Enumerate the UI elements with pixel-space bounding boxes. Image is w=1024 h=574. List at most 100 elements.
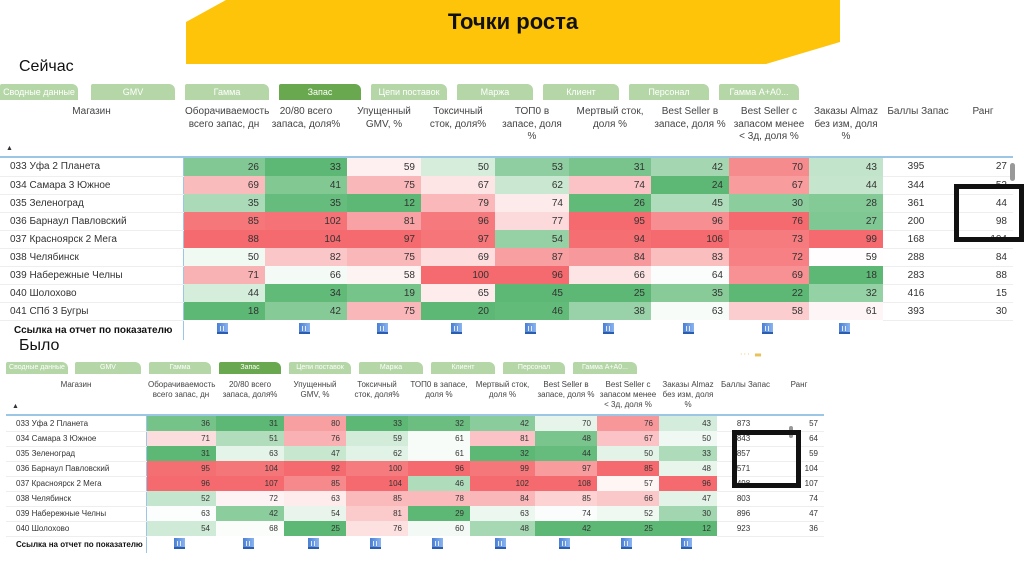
bar-chart-icon[interactable]: [242, 538, 254, 549]
table-row[interactable]: 039 Набережные Челны 71 66 58 100 96 66 64 69 18 2…: [0, 266, 1013, 285]
tab-8[interactable]: Гамма А+А0...: [719, 84, 799, 100]
tab-7[interactable]: Персонал: [629, 84, 709, 100]
table-row[interactable]: 039 Набережные Челны 63 42 54 81 29 63 74 52 30 89…: [6, 506, 824, 522]
sort-ascending-icon[interactable]: ▲: [6, 145, 13, 153]
tab-7[interactable]: Персонал: [503, 362, 565, 374]
bar-chart-icon[interactable]: [838, 323, 850, 334]
bar-chart-icon[interactable]: [558, 538, 570, 549]
more-options-icon[interactable]: ··· ▬: [740, 350, 763, 359]
metric-cell: 80: [284, 416, 346, 431]
bar-chart-icon[interactable]: [376, 323, 388, 334]
table-row[interactable]: 038 Челябинск 52 72 63 85 78 84 85 66 47 803 74: [6, 491, 824, 507]
metric-cell: 47: [284, 446, 346, 461]
column-header-6[interactable]: Мертвый сток, доля %: [475, 380, 530, 399]
metric-cell: 25: [569, 284, 651, 302]
column-header-0[interactable]: Магазин ▲: [6, 380, 146, 414]
table-row[interactable]: 041 СПб 3 Бугры 18 42 75 20 46 38 63 58 61 393 30: [0, 302, 1013, 321]
table-before: Магазин ▲ Оборачиваемость всего запас, дн 2…: [6, 380, 824, 553]
table-row[interactable]: 038 Челябинск 50 82 75 69 87 84 83 72 59 288 84: [0, 248, 1013, 267]
tab-3[interactable]: Запас: [219, 362, 281, 374]
table-row[interactable]: 040 Шолохово 44 34 19 65 45 25 35 22 32 416 15: [0, 284, 1013, 303]
tab-0[interactable]: Сводные данные: [6, 362, 68, 374]
sort-ascending-icon[interactable]: ▲: [12, 403, 19, 411]
column-header-1[interactable]: Оборачиваемость всего запас, дн: [148, 380, 216, 399]
metric-cell: 50: [659, 431, 717, 446]
column-header-6[interactable]: Мертвый сток, доля %: [576, 106, 644, 130]
column-header-3[interactable]: Упущенный GMV, %: [293, 380, 337, 399]
rank-cell: 36: [774, 521, 824, 537]
table-row[interactable]: 033 Уфа 2 Планета 26 33 59 50 53 31 42 70 43 395 27: [0, 158, 1013, 177]
report-link-row: Ссылка на отчет по показателю: [6, 536, 824, 553]
table-row[interactable]: 035 Зеленоград 35 35 12 79 74 26 45 30 28 361 44: [0, 194, 1013, 213]
metric-cell: 97: [535, 461, 597, 476]
table-row[interactable]: 037 Красноярск 2 Мега 88 104 97 97 54 94 106 73 9…: [0, 230, 1013, 249]
column-header-4[interactable]: Токсичный сток, доля%: [429, 106, 487, 130]
column-header-7[interactable]: Best Seller в запасе, доля %: [654, 106, 726, 130]
metric-cell: 96: [651, 212, 729, 230]
column-header-5[interactable]: ТОП0 в запасе, доля %: [502, 106, 562, 142]
column-header-8[interactable]: Best Seller с запасом менее < 3д, доля %: [599, 380, 657, 409]
scrollbar-now[interactable]: [1010, 163, 1015, 181]
bar-chart-icon[interactable]: [495, 538, 506, 549]
column-header-9[interactable]: Заказы Almaz без изм, доля %: [814, 106, 878, 142]
bar-chart-icon[interactable]: [431, 538, 443, 549]
bar-chart-icon[interactable]: [450, 323, 462, 334]
bar-chart-icon[interactable]: [173, 538, 185, 549]
column-header-8[interactable]: Best Seller с запасом менее < 3д, доля %: [733, 106, 805, 142]
column-header-11[interactable]: Ранг: [790, 380, 808, 389]
tab-0[interactable]: Сводные данные: [0, 84, 78, 100]
tab-1[interactable]: GMV: [75, 362, 141, 374]
tab-1[interactable]: GMV: [91, 84, 175, 100]
column-header-3[interactable]: Упущенный GMV, %: [357, 106, 411, 130]
column-header-10[interactable]: Баллы Запас: [887, 106, 949, 117]
tab-2[interactable]: Гамма: [185, 84, 269, 100]
column-header-10[interactable]: Баллы Запас: [720, 380, 771, 389]
tab-2[interactable]: Гамма: [149, 362, 211, 374]
tab-6[interactable]: Клиент: [543, 84, 619, 100]
column-header-5[interactable]: ТОП0 в запасе, доля %: [410, 380, 468, 399]
bar-chart-icon[interactable]: [369, 538, 381, 549]
tab-8[interactable]: Гамма А+А0...: [573, 362, 637, 374]
tab-3[interactable]: Запас: [279, 84, 361, 100]
table-row[interactable]: 040 Шолохово 54 68 25 76 60 48 42 25 12 923 36: [6, 521, 824, 537]
bar-chart-icon[interactable]: [298, 323, 310, 334]
bar-chart-icon[interactable]: [682, 323, 694, 334]
column-header-1[interactable]: Оборачиваемость всего запас, дн: [185, 106, 270, 130]
bar-chart-icon[interactable]: [680, 538, 692, 549]
metric-cell: 59: [346, 431, 408, 446]
tab-5[interactable]: Маржа: [457, 84, 533, 100]
column-header-4[interactable]: Токсичный сток, доля%: [354, 380, 400, 399]
bar-chart-icon[interactable]: [602, 323, 614, 334]
score-cell: 923: [717, 521, 774, 537]
bar-chart-icon[interactable]: [216, 323, 228, 334]
metric-cell: 75: [347, 248, 421, 266]
table-row[interactable]: 034 Самара 3 Южное 71 51 76 59 61 81 48 67 50 843 6…: [6, 431, 824, 447]
bar-chart-icon[interactable]: [620, 538, 632, 549]
metric-cell: 42: [216, 506, 284, 521]
bar-chart-icon[interactable]: [761, 323, 773, 334]
column-header-9[interactable]: Заказы Almaz без изм, доля %: [662, 380, 714, 409]
metric-cell: 96: [408, 461, 470, 476]
score-cell: 857: [717, 446, 774, 462]
metric-cell: 19: [347, 284, 421, 302]
metric-cell: 72: [216, 491, 284, 506]
tab-5[interactable]: Маржа: [359, 362, 423, 374]
table-row[interactable]: 036 Барнаул Павловский 95 104 92 100 96 99 97 85…: [6, 461, 824, 477]
store-name: 037 Красноярск 2 Мега: [6, 476, 147, 492]
table-row[interactable]: 033 Уфа 2 Планета 36 31 80 33 32 42 70 76 43 873 57: [6, 416, 824, 432]
bar-chart-icon[interactable]: [307, 538, 319, 549]
column-header-0[interactable]: Магазин ▲: [0, 106, 183, 156]
table-row[interactable]: 034 Самара 3 Южное 69 41 75 67 62 74 24 67 44 344 5…: [0, 176, 1013, 195]
bar-chart-icon[interactable]: [524, 323, 536, 334]
table-row[interactable]: 035 Зеленоград 31 63 47 62 61 32 44 50 33 857 59: [6, 446, 824, 462]
metric-cell: 18: [183, 302, 265, 320]
table-row[interactable]: 037 Красноярск 2 Мега 96 107 85 104 46 102 108 5…: [6, 476, 824, 492]
tab-4[interactable]: Цепи поставок: [289, 362, 351, 374]
tab-6[interactable]: Клиент: [431, 362, 495, 374]
column-header-2[interactable]: 20/80 всего запаса, доля%: [222, 380, 278, 399]
column-header-11[interactable]: Ранг: [972, 106, 994, 117]
tab-4[interactable]: Цепи поставок: [371, 84, 447, 100]
column-header-2[interactable]: 20/80 всего запаса, доля%: [271, 106, 341, 130]
table-row[interactable]: 036 Барнаул Павловский 85 102 81 96 77 95 96 76 2…: [0, 212, 1013, 231]
column-header-7[interactable]: Best Seller в запасе, доля %: [537, 380, 595, 399]
